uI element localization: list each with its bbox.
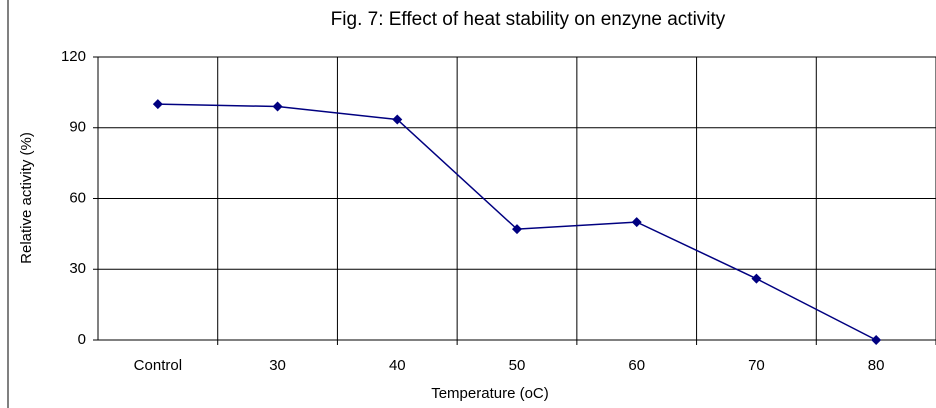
marker bbox=[751, 273, 762, 284]
x-tick-label: 40 bbox=[389, 357, 406, 374]
y-axis-label: Relative activity (%) bbox=[18, 132, 35, 264]
marker bbox=[631, 217, 642, 228]
x-tick-label: 60 bbox=[628, 357, 645, 374]
marker bbox=[512, 224, 522, 235]
marker bbox=[272, 101, 283, 112]
x-tick-label: 70 bbox=[748, 357, 765, 374]
line bbox=[157, 103, 877, 341]
y-tick-label: 30 bbox=[69, 260, 86, 277]
x-tick-label: 80 bbox=[868, 357, 885, 374]
marker bbox=[871, 335, 882, 345]
y-tick-label: 60 bbox=[69, 189, 86, 206]
marker bbox=[152, 99, 163, 110]
x-axis-label: Temperature (oC) bbox=[431, 385, 549, 402]
marker bbox=[392, 114, 403, 125]
x-tick-label: 30 bbox=[269, 357, 286, 374]
chart-title: Fig. 7: Effect of heat stability on enzy… bbox=[331, 9, 726, 30]
y-tick-label: 120 bbox=[61, 48, 86, 65]
x-tick-label: 50 bbox=[509, 357, 526, 374]
y-tick-label: 90 bbox=[69, 119, 86, 136]
y-tick-label: 0 bbox=[78, 331, 86, 348]
x-tick-label: Control bbox=[134, 357, 182, 374]
